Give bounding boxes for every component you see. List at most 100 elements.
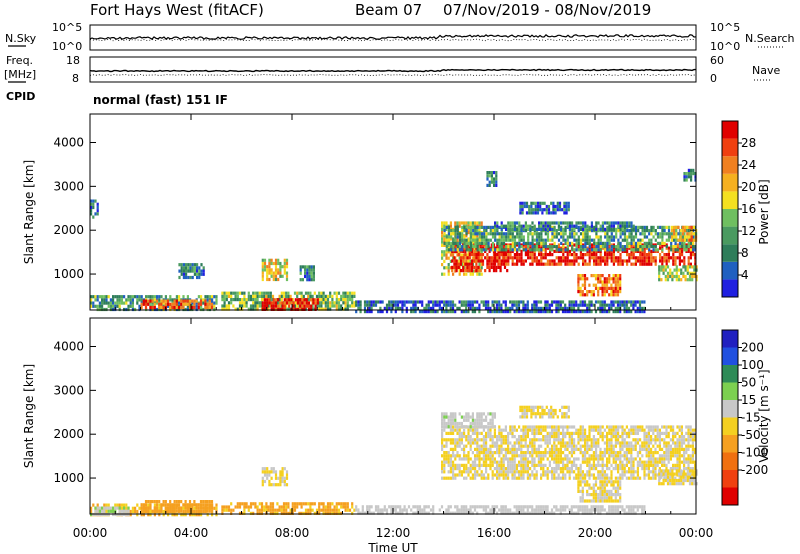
heatmap-cell: [516, 221, 519, 225]
heatmap-cell: [608, 511, 611, 515]
heatmap-cell: [498, 470, 501, 474]
heatmap-cell: [537, 431, 540, 435]
heatmap-cell: [485, 225, 488, 229]
heatmap-cell: [606, 238, 609, 242]
heatmap-cell: [601, 241, 605, 245]
heatmap-cell: [599, 245, 602, 249]
heatmap-cell: [654, 256, 657, 260]
heatmap-cell: [537, 447, 540, 451]
heatmap-cell: [621, 227, 624, 231]
heatmap-cell: [681, 245, 684, 249]
heatmap-cell: [346, 291, 349, 295]
heatmap-cell: [608, 238, 611, 242]
heatmap-cell: [630, 232, 633, 236]
heatmap-cell: [451, 310, 455, 314]
heatmap-cell: [258, 291, 261, 295]
heatmap-cell: [614, 508, 617, 512]
heatmap-cell: [412, 511, 415, 515]
heatmap-cell: [581, 451, 584, 455]
heatmap-cell: [370, 505, 373, 509]
heatmap-cell: [472, 235, 475, 239]
heatmap-cell: [318, 511, 321, 515]
heatmap-cell: [526, 431, 529, 435]
heatmap-cell: [496, 473, 499, 477]
heatmap-cell: [449, 438, 452, 442]
heatmap-cell: [447, 470, 450, 474]
heatmap-cell: [208, 509, 211, 513]
heatmap-cell: [520, 441, 523, 445]
heatmap-cell: [588, 227, 591, 231]
heatmap-cell: [467, 237, 470, 241]
heatmap-cell: [454, 447, 457, 451]
heatmap-cell: [414, 306, 417, 310]
heatmap-cell: [252, 298, 255, 302]
heatmap-cell: [443, 237, 446, 241]
heatmap-cell: [127, 509, 130, 513]
heatmap-cell: [548, 470, 551, 474]
heatmap-cell: [280, 511, 283, 515]
heatmap-cell: [487, 431, 490, 435]
heatmap-cell: [634, 505, 637, 509]
heatmap-cell: [271, 505, 275, 509]
heatmap-cell: [162, 503, 165, 507]
heatmap-cell: [542, 245, 545, 249]
heatmap-cell: [532, 211, 535, 215]
heatmap-cell: [320, 508, 323, 512]
heatmap-cell: [324, 294, 327, 298]
colorbar-tick-label: 24: [741, 158, 756, 172]
heatmap-cell: [599, 303, 602, 307]
heatmap-cell: [96, 506, 99, 510]
heatmap-cell: [529, 425, 532, 429]
heatmap-cell: [359, 303, 362, 307]
heatmap-cell: [249, 511, 253, 515]
heatmap-cell: [499, 265, 502, 269]
heatmap-cell: [572, 303, 576, 307]
heatmap-cell: [184, 513, 187, 517]
heatmap-cell: [346, 301, 349, 305]
heatmap-cell: [533, 451, 536, 455]
heatmap-cell: [394, 310, 397, 314]
heatmap-cell: [221, 505, 224, 509]
heatmap-cell: [519, 204, 522, 209]
date-range: 07/Nov/2019 - 08/Nov/2019: [443, 1, 651, 19]
heatmap-cell: [601, 293, 604, 297]
heatmap-cell: [557, 476, 560, 480]
heatmap-cell: [695, 274, 698, 279]
heatmap-cell: [577, 241, 580, 245]
heatmap-cell: [277, 476, 280, 480]
heatmap-cell: [471, 310, 474, 314]
heatmap-cell: [626, 235, 629, 239]
heatmap-cell: [277, 304, 280, 308]
heatmap-cell: [616, 306, 620, 310]
heatmap-cell: [643, 229, 646, 233]
heatmap-cell: [272, 483, 275, 487]
heatmap-cell: [566, 467, 569, 471]
heatmap-cell: [473, 300, 477, 304]
heatmap-cell: [254, 291, 257, 295]
heatmap-cell: [270, 261, 273, 266]
heatmap-cell: [597, 280, 600, 284]
heatmap-cell: [511, 235, 514, 239]
heatmap-cell: [568, 262, 571, 266]
heatmap-cell: [619, 224, 622, 228]
heatmap-cell: [485, 454, 488, 458]
heatmap-cell: [270, 258, 273, 262]
heatmap-cell: [474, 463, 477, 467]
heatmap-cell: [690, 225, 693, 229]
heatmap-cell: [632, 248, 635, 252]
heatmap-cell: [568, 444, 571, 448]
heatmap-cell: [630, 511, 633, 515]
heatmap-cell: [265, 502, 268, 506]
heatmap-cell: [164, 500, 167, 504]
heatmap-cell: [225, 298, 228, 302]
heatmap-cell: [127, 506, 130, 510]
heatmap-cell: [690, 168, 693, 172]
heatmap-cell: [665, 246, 668, 250]
heatmap-cell: [502, 470, 505, 474]
heatmap-cell: [476, 241, 479, 245]
heatmap-cell: [279, 479, 282, 484]
heatmap-cell: [498, 225, 501, 229]
heatmap-cell: [557, 473, 560, 477]
heatmap-cell: [612, 310, 615, 314]
heatmap-cell: [245, 304, 248, 308]
